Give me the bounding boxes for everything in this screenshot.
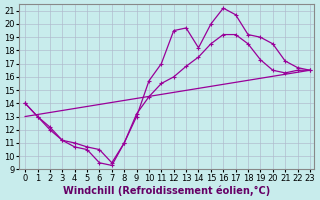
X-axis label: Windchill (Refroidissement éolien,°C): Windchill (Refroidissement éolien,°C) bbox=[63, 185, 270, 196]
